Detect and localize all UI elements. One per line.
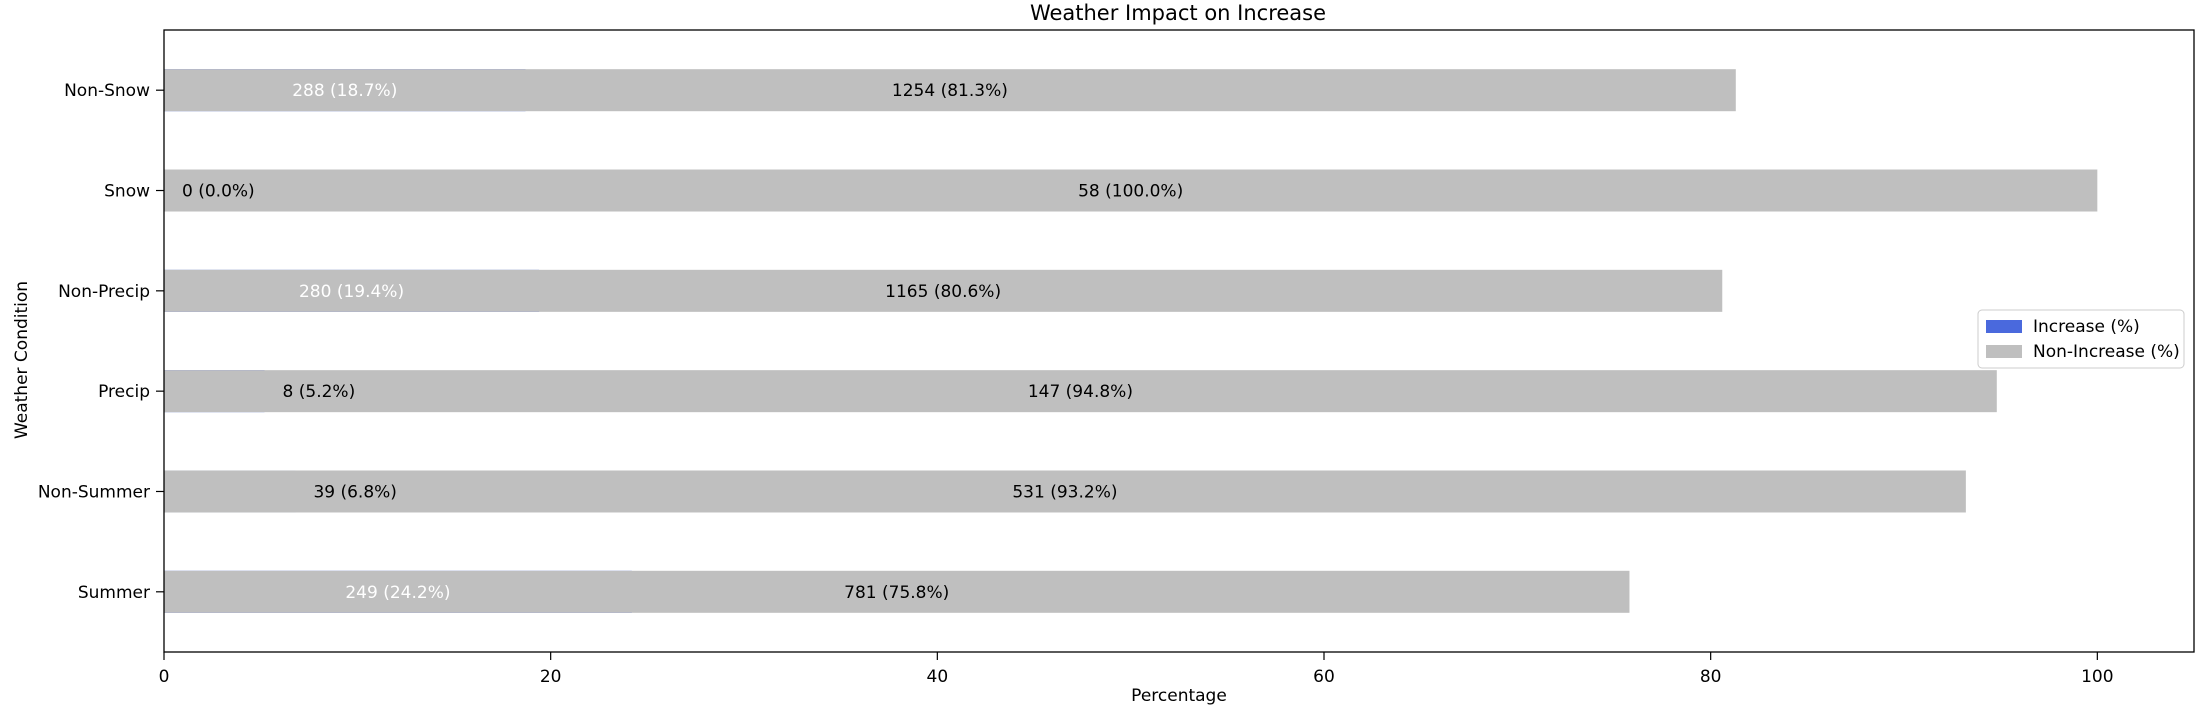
legend-box: [1977, 309, 2185, 369]
y-tick-label: Non-Precip: [58, 282, 150, 302]
bar-labels-layer: 288 (18.7%) 1254 (81.3%) 0 (0.0%) 58 (100.0…: [182, 81, 1183, 603]
y-tick-label: Non-Summer: [38, 482, 150, 502]
bar-label-increase-non-snow: 288 (18.7%): [292, 81, 397, 101]
x-tick-label: 100: [2081, 667, 2113, 687]
plot-frame: [163, 29, 2195, 653]
x-tick-label: 20: [540, 667, 562, 687]
bar-non-increase-non-precip: [164, 269, 1723, 312]
legend-swatch-non-increase: [1986, 345, 2022, 358]
bar-label-increase-summer: 249 (24.2%): [345, 583, 450, 603]
bar-label-non-increase-snow: 58 (100.0%): [1078, 182, 1183, 202]
x-tick-label: 80: [1700, 667, 1722, 687]
y-tick-label: Precip: [98, 382, 150, 402]
y-tick-label: Non-Snow: [64, 81, 150, 101]
bar-non-increase-precip: [164, 370, 1997, 413]
y-tick-label: Summer: [78, 583, 150, 603]
y-axis: Non-Snow Snow Non-Precip Precip Non-Summer Su…: [38, 81, 164, 603]
x-axis: 0 20 40 60 80 100: [159, 652, 2114, 687]
bar-label-increase-non-precip: 280 (19.4%): [299, 282, 404, 302]
bars-layer: [164, 69, 2098, 613]
y-axis-label: Weather Condition: [12, 281, 32, 439]
legend-label-non-increase: Non-Increase (%): [2033, 342, 2180, 362]
x-axis-label: Percentage: [1131, 686, 1227, 706]
bar-label-non-increase-summer: 781 (75.8%): [844, 583, 949, 603]
bar-label-increase-snow: 0 (0.0%): [182, 182, 255, 202]
y-tick-label: Snow: [104, 182, 150, 202]
bar-label-non-increase-precip: 147 (94.8%): [1028, 382, 1133, 402]
bar-label-non-increase-non-snow: 1254 (81.3%): [892, 81, 1008, 101]
bar-label-increase-non-summer: 39 (6.8%): [313, 482, 397, 502]
x-tick-label: 40: [927, 667, 949, 687]
legend-label-increase: Increase (%): [2033, 317, 2140, 337]
legend-swatch-increase: [1986, 320, 2022, 333]
bar-label-increase-precip: 8 (5.2%): [283, 382, 356, 402]
chart-title: Weather Impact on Increase: [1030, 1, 1326, 25]
legend: Increase (%) Non-Increase (%): [1977, 309, 2185, 369]
bar-label-non-increase-non-summer: 531 (93.2%): [1012, 482, 1117, 502]
bar-non-increase-snow: [164, 169, 2098, 212]
bar-non-increase-summer: [164, 570, 1630, 613]
bar-non-increase-non-snow: [164, 69, 1736, 112]
bar-non-increase-non-summer: [164, 470, 1966, 513]
bar-label-non-increase-non-precip: 1165 (80.6%): [885, 282, 1001, 302]
x-tick-label: 60: [1313, 667, 1335, 687]
x-tick-label: 0: [159, 667, 170, 687]
